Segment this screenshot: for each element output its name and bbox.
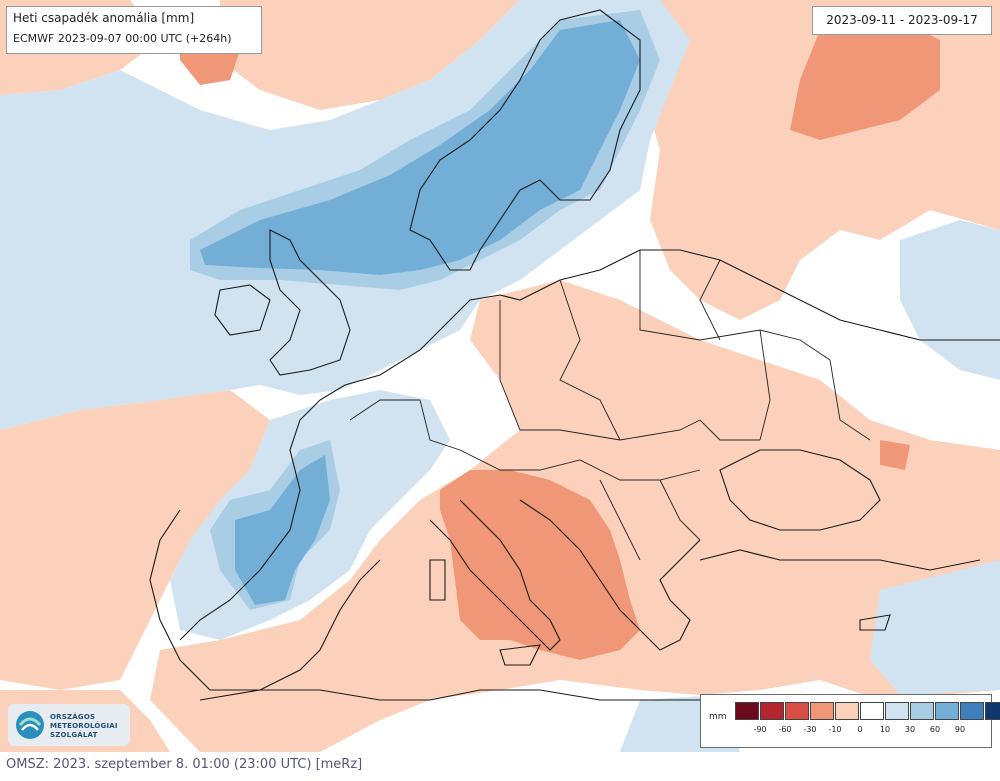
coast-balkans: [519, 499, 701, 651]
strong-dry-russia: [790, 20, 940, 140]
legend-swatch: [760, 702, 784, 720]
omsz-logo: ORSZÁGOS METEOROLÓGIAI SZOLGÁLAT: [8, 704, 130, 746]
period-box: 2023-09-11 - 2023-09-17: [812, 6, 992, 35]
coast-africa: [199, 689, 720, 701]
legend-tick-label: -10: [828, 725, 842, 734]
coast-great-britain: [269, 229, 351, 376]
dry-zone-atlantic: [0, 390, 270, 690]
legend-swatch: [810, 702, 834, 720]
borders: [349, 250, 871, 561]
legend-tick-label: 60: [929, 725, 941, 734]
coast-sardinia: [429, 559, 446, 601]
coast-ireland: [214, 284, 271, 336]
map-title-box: Heti csapadék anomália [mm] ECMWF 2023-0…: [6, 6, 262, 54]
legend-swatch: [985, 702, 1000, 720]
coast-cyprus: [859, 614, 891, 631]
logo-line-2: METEOROLÓGIAI: [50, 722, 118, 730]
legend-tick-label: -30: [803, 725, 817, 734]
strong-wet-france: [235, 455, 330, 605]
legend-unit: mm: [709, 712, 727, 722]
coast-turkey: [699, 549, 981, 571]
strong-wet-zones: [200, 20, 640, 605]
legend-tick-label: -60: [778, 725, 792, 734]
coast-italy: [429, 499, 561, 651]
strong-dry-italy-balkans: [440, 470, 640, 660]
strong-dry-turkey-east: [880, 440, 910, 470]
legend-swatch: [785, 702, 809, 720]
coast-scandinavia: [409, 9, 641, 271]
coast-france-west: [179, 384, 346, 641]
legend-swatch: [960, 702, 984, 720]
legend-swatch: [910, 702, 934, 720]
border-lines-central: [349, 250, 871, 561]
legend-tick-label: 30: [904, 725, 916, 734]
legend-tick-label: 10: [879, 725, 891, 734]
omsz-logo-icon: [16, 711, 44, 739]
coast-iberia: [149, 509, 381, 691]
legend-swatch: [935, 702, 959, 720]
legend-swatch: [835, 702, 859, 720]
logo-line-3: SZOLGÁLAT: [50, 731, 98, 739]
map-title: Heti csapadék anomália [mm]: [13, 11, 195, 25]
dry-zone-north-atlantic: [220, 0, 520, 110]
legend-ticks: -90 -60 -30 -10 0 10 30 60 90: [735, 725, 985, 739]
strong-dry-zones: [180, 20, 940, 660]
model-run-label: ECMWF 2023-09-07 00:00 UTC (+264h): [13, 32, 232, 45]
coast-continent: [344, 249, 1000, 386]
legend-swatches: [735, 702, 1000, 720]
legend-tick-label: 0: [857, 725, 863, 734]
legend-tick-label: -90: [753, 725, 767, 734]
legend-swatch: [885, 702, 909, 720]
logo-line-1: ORSZÁGOS: [50, 713, 96, 721]
wet-zone-southeast: [870, 560, 1000, 695]
anomaly-map: [0, 0, 1000, 752]
legend: mm -90 -60 -30 -10 0 10 30 60 90: [700, 694, 1000, 748]
legend-tick-label: 90: [954, 725, 966, 734]
footer-caption: OMSZ: 2023. szeptember 8. 01:00 (23:00 U…: [6, 757, 363, 772]
legend-swatch: [735, 702, 759, 720]
period-label: 2023-09-11 - 2023-09-17: [826, 13, 978, 27]
coast-sicily: [499, 644, 541, 666]
coast-black-sea: [719, 449, 881, 531]
coastlines: [149, 9, 1000, 701]
strong-wet-north-sea: [200, 20, 640, 275]
legend-swatch: [860, 702, 884, 720]
map-frame: [0, 0, 1000, 752]
